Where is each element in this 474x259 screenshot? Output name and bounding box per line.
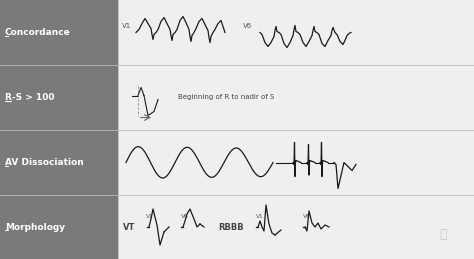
Text: R̲-S > 100: R̲-S > 100 bbox=[5, 93, 55, 102]
Text: V1: V1 bbox=[146, 214, 154, 219]
Text: Beginning of R to nadir of S: Beginning of R to nadir of S bbox=[178, 95, 274, 100]
Text: Morphology: Morphology bbox=[5, 222, 65, 232]
Bar bbox=[118, 0, 474, 259]
Text: RBBB: RBBB bbox=[218, 222, 244, 232]
Text: VT: VT bbox=[123, 222, 136, 232]
Text: AV Dissociation: AV Dissociation bbox=[5, 158, 84, 167]
Text: V1: V1 bbox=[256, 214, 264, 219]
Text: V1: V1 bbox=[122, 24, 131, 30]
Text: V6: V6 bbox=[303, 214, 310, 219]
Text: Concordance: Concordance bbox=[5, 28, 71, 37]
Text: V6: V6 bbox=[243, 24, 252, 30]
Text: 🐂: 🐂 bbox=[439, 228, 447, 241]
Text: V6: V6 bbox=[181, 214, 189, 219]
